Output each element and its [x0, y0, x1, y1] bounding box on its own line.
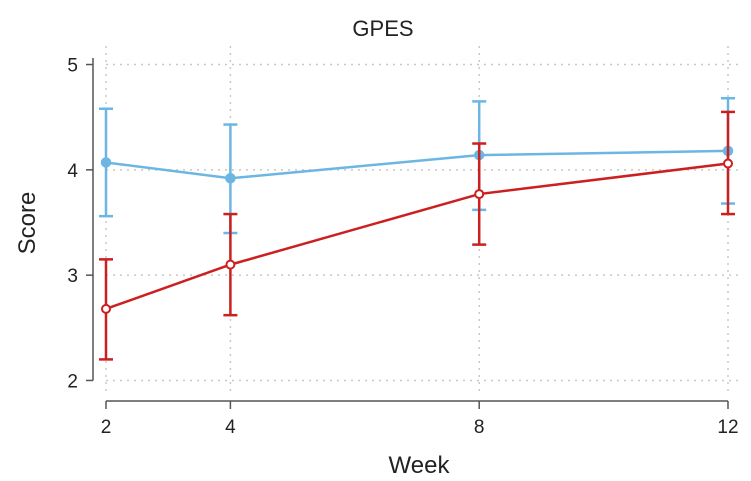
x-axis-title: Week — [389, 452, 451, 479]
data-point — [100, 157, 112, 168]
series-line — [105, 162, 729, 311]
chart-title: GPES — [352, 16, 413, 41]
data-point — [101, 303, 111, 314]
series-2 — [99, 110, 735, 361]
data-point — [225, 259, 236, 270]
x-tick-label: 12 — [717, 417, 738, 438]
axes: 2 3 4 5 2 4 8 12 — [67, 56, 738, 438]
series-group — [99, 96, 735, 361]
x-tick-label: 2 — [101, 417, 112, 438]
data-point — [474, 189, 485, 200]
y-tick-label: 2 — [67, 371, 78, 392]
data-point — [723, 158, 733, 169]
grid-lines — [105, 46, 742, 391]
y-tick-label: 3 — [67, 266, 78, 287]
x-tick-label: 8 — [474, 417, 485, 438]
series-line — [105, 149, 729, 180]
y-tick-label: 5 — [67, 56, 78, 77]
y-tick-label: 4 — [67, 161, 78, 182]
y-axis-title: Score — [14, 192, 41, 255]
x-tick-label: 4 — [225, 417, 236, 438]
data-point — [225, 173, 236, 184]
